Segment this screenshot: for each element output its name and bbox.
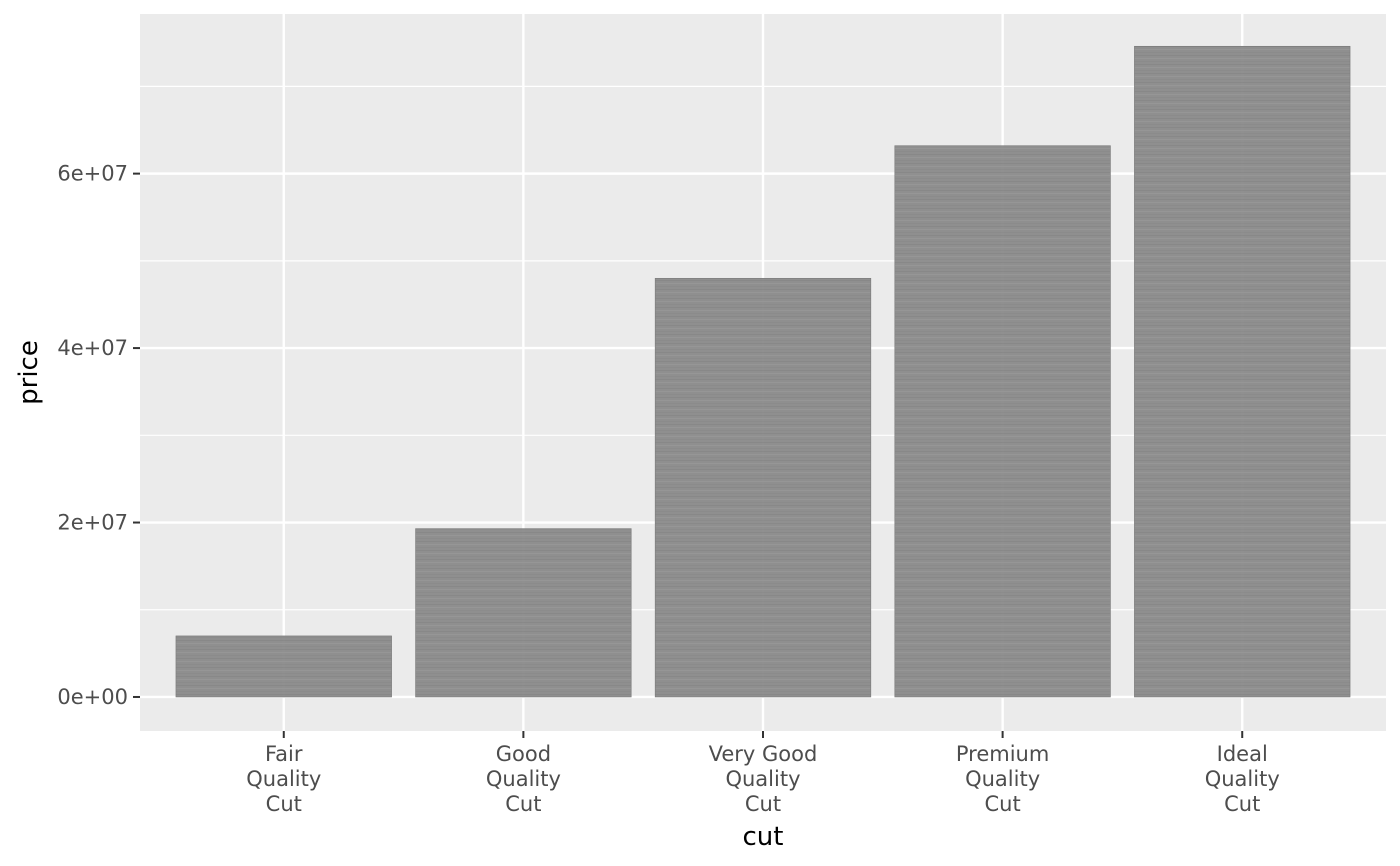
bar bbox=[894, 145, 1111, 698]
y-axis: 0e+00 2e+07 4e+07 6e+07 bbox=[57, 162, 140, 709]
bar bbox=[654, 277, 872, 698]
x-tick-label: Premium Quality Cut bbox=[956, 742, 1049, 816]
bar bbox=[1134, 45, 1351, 698]
x-tick-label: Fair Quality Cut bbox=[246, 742, 321, 816]
y-axis-title: price bbox=[14, 340, 44, 405]
x-tick-label: Very Good Quality Cut bbox=[709, 742, 818, 816]
x-tick-label: Good Quality Cut bbox=[486, 742, 561, 816]
y-tick-label: 4e+07 bbox=[57, 336, 128, 360]
x-tick-label: Ideal Quality Cut bbox=[1205, 742, 1280, 816]
bar bbox=[415, 528, 632, 698]
x-axis-title: cut bbox=[743, 822, 784, 852]
y-tick-label: 2e+07 bbox=[57, 511, 128, 535]
bars bbox=[175, 45, 1351, 698]
x-axis: Fair Quality Cut Good Quality Cut Very Good Qua… bbox=[246, 731, 1280, 816]
bar bbox=[175, 635, 392, 698]
y-tick-label: 6e+07 bbox=[57, 162, 128, 186]
y-tick-label: 0e+00 bbox=[57, 685, 128, 709]
